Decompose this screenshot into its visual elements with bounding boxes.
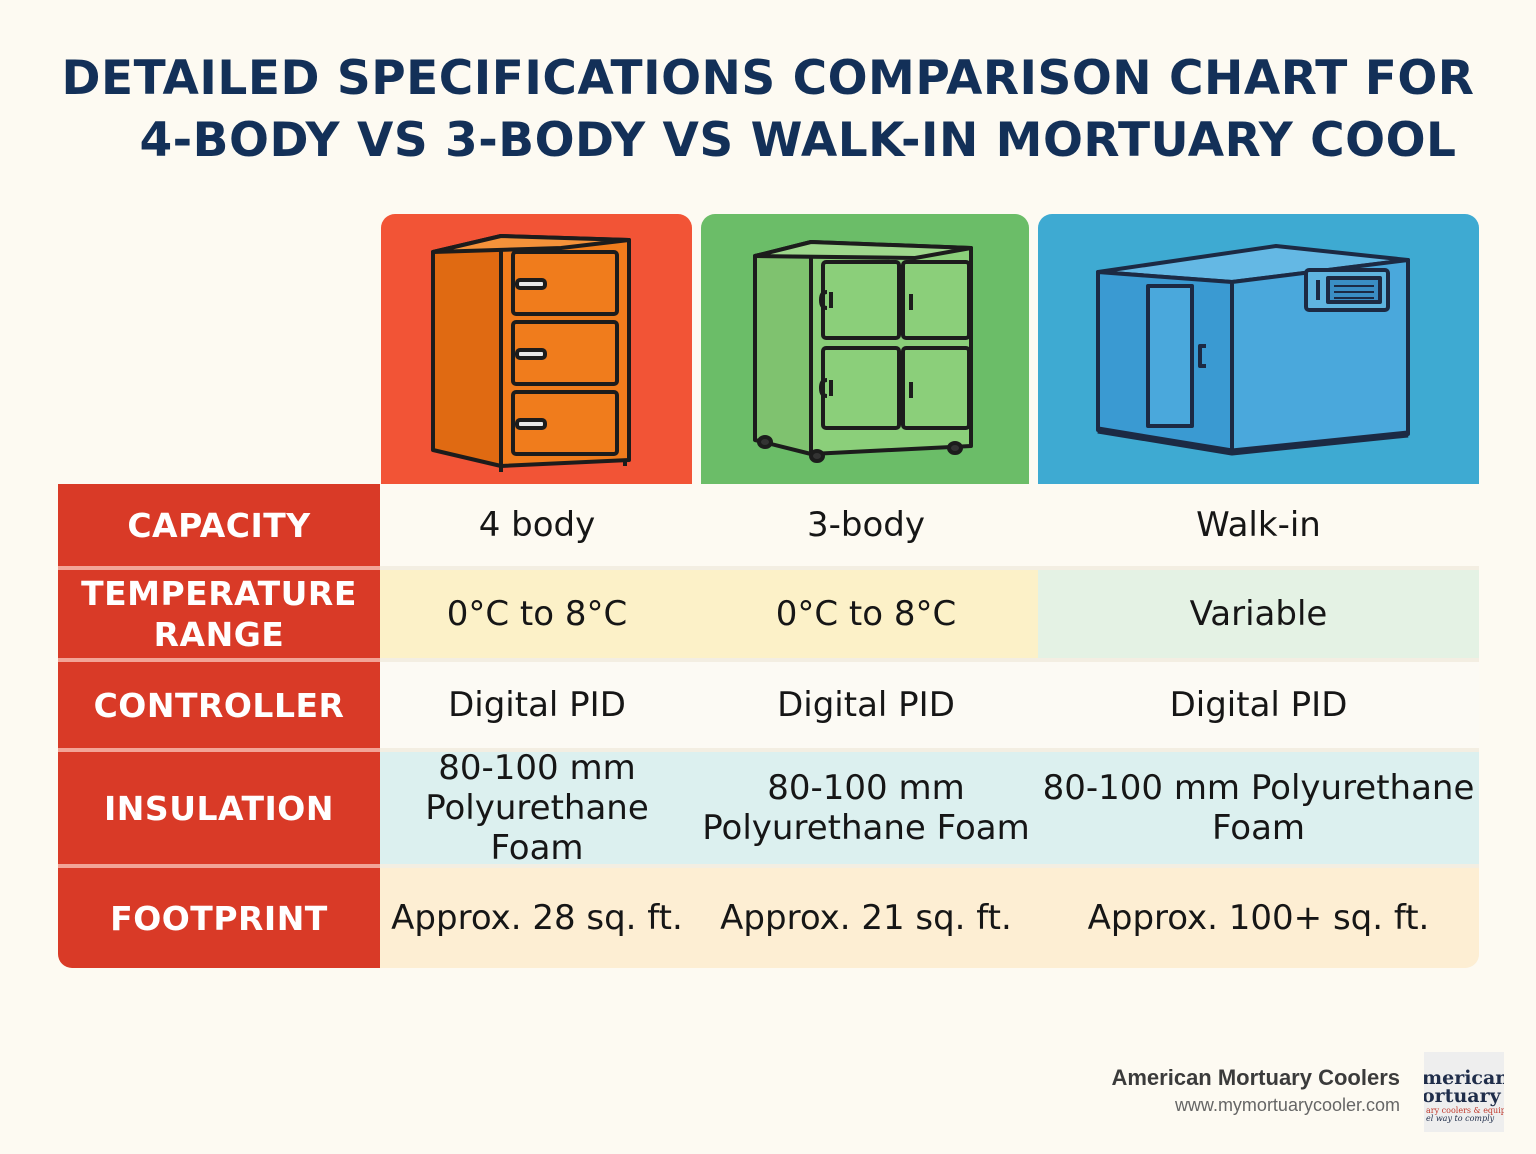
orange-three-door-cabinet-icon	[431, 234, 631, 472]
logo-line-3: ary coolers & equipment	[1426, 1106, 1504, 1115]
cell-controller-four-body: Digital PID	[448, 685, 626, 725]
cell-capacity-three-body: 3-body	[807, 505, 925, 545]
page-title: DETAILED SPECIFICATIONS COMPARISON CHART…	[0, 48, 1536, 172]
walk-in-header	[1038, 214, 1479, 484]
cell-temperature-three-body: 0°C to 8°C	[775, 594, 957, 634]
footprint-row: FOOTPRINT Approx. 28 sq. ft. Approx. 21 …	[58, 868, 1479, 968]
cell-capacity-walk-in: Walk-in	[1196, 505, 1321, 545]
row-label-temperature-range: TEMPERATURE RANGE	[58, 570, 380, 658]
insulation-row: INSULATION 80-100 mm Polyurethane Foam 8…	[58, 748, 1479, 868]
row-separator	[58, 566, 380, 570]
logo-line-1: merican	[1424, 1067, 1504, 1089]
cell-footprint-walk-in: Approx. 100+ sq. ft.	[1087, 898, 1430, 938]
capacity-row: CAPACITY 4 body 3-body Walk-in	[58, 484, 1479, 566]
row-separator	[58, 748, 380, 752]
blue-walk-in-cooler-icon	[1096, 244, 1410, 456]
title-line-2: 4-BODY VS 3-BODY VS WALK-IN MORTUARY COO…	[139, 113, 1457, 168]
cell-temperature-walk-in: Variable	[1038, 570, 1479, 658]
row-label-footprint: FOOTPRINT	[58, 868, 380, 968]
cell-controller-three-body: Digital PID	[777, 685, 955, 725]
cell-insulation-three-body: 80-100 mm Polyurethane Foam	[702, 768, 1030, 848]
row-separator	[58, 658, 380, 662]
cell-insulation-four-body: 80-100 mm Polyurethane Foam	[425, 748, 649, 868]
spec-table: CAPACITY 4 body 3-body Walk-in TEMPERATU…	[58, 484, 1479, 968]
title-line-1: DETAILED SPECIFICATIONS COMPARISON CHART…	[61, 51, 1475, 106]
row-label-insulation: INSULATION	[58, 752, 380, 864]
cell-temperature-four-body: 0°C to 8°C	[446, 594, 628, 634]
brand-name: American Mortuary Coolers	[1111, 1065, 1400, 1090]
company-logo: merican ortuary ary coolers & equipment …	[1424, 1052, 1504, 1132]
brand-block: American Mortuary Coolers www.mymortuary…	[1111, 1064, 1400, 1118]
cell-footprint-four-body: Approx. 28 sq. ft.	[391, 898, 683, 938]
three-body-header	[701, 214, 1029, 484]
brand-url[interactable]: www.mymortuarycooler.com	[1174, 1095, 1400, 1115]
cell-controller-walk-in: Digital PID	[1169, 685, 1348, 725]
temperature-range-row: TEMPERATURE RANGE 0°C to 8°C 0°C to 8°C …	[58, 570, 1479, 658]
logo-line-4: el way to comply	[1426, 1114, 1495, 1123]
row-label-controller: CONTROLLER	[58, 662, 380, 748]
cell-insulation-walk-in: 80-100 mm Polyurethane Foam	[1042, 768, 1475, 848]
controller-row: CONTROLLER Digital PID Digital PID Digit…	[58, 662, 1479, 748]
cell-footprint-three-body: Approx. 21 sq. ft.	[720, 898, 1012, 938]
logo-line-2: ortuary	[1424, 1085, 1501, 1107]
row-label-capacity: CAPACITY	[58, 484, 380, 566]
four-body-header	[381, 214, 692, 484]
row-separator	[58, 864, 380, 868]
green-four-door-cabinet-icon	[753, 240, 973, 463]
cell-capacity-four-body: 4 body	[478, 505, 596, 545]
